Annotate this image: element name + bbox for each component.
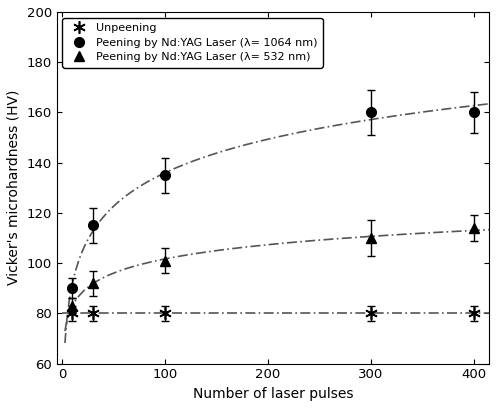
Legend: Unpeening, Peening by Nd:YAG Laser (λ= 1064 nm), Peening by Nd:YAG Laser (λ= 532: Unpeening, Peening by Nd:YAG Laser (λ= 1… [62,18,323,67]
X-axis label: Number of laser pulses: Number of laser pulses [192,387,353,401]
Y-axis label: Vicker's microhardness (HV): Vicker's microhardness (HV) [7,90,21,286]
